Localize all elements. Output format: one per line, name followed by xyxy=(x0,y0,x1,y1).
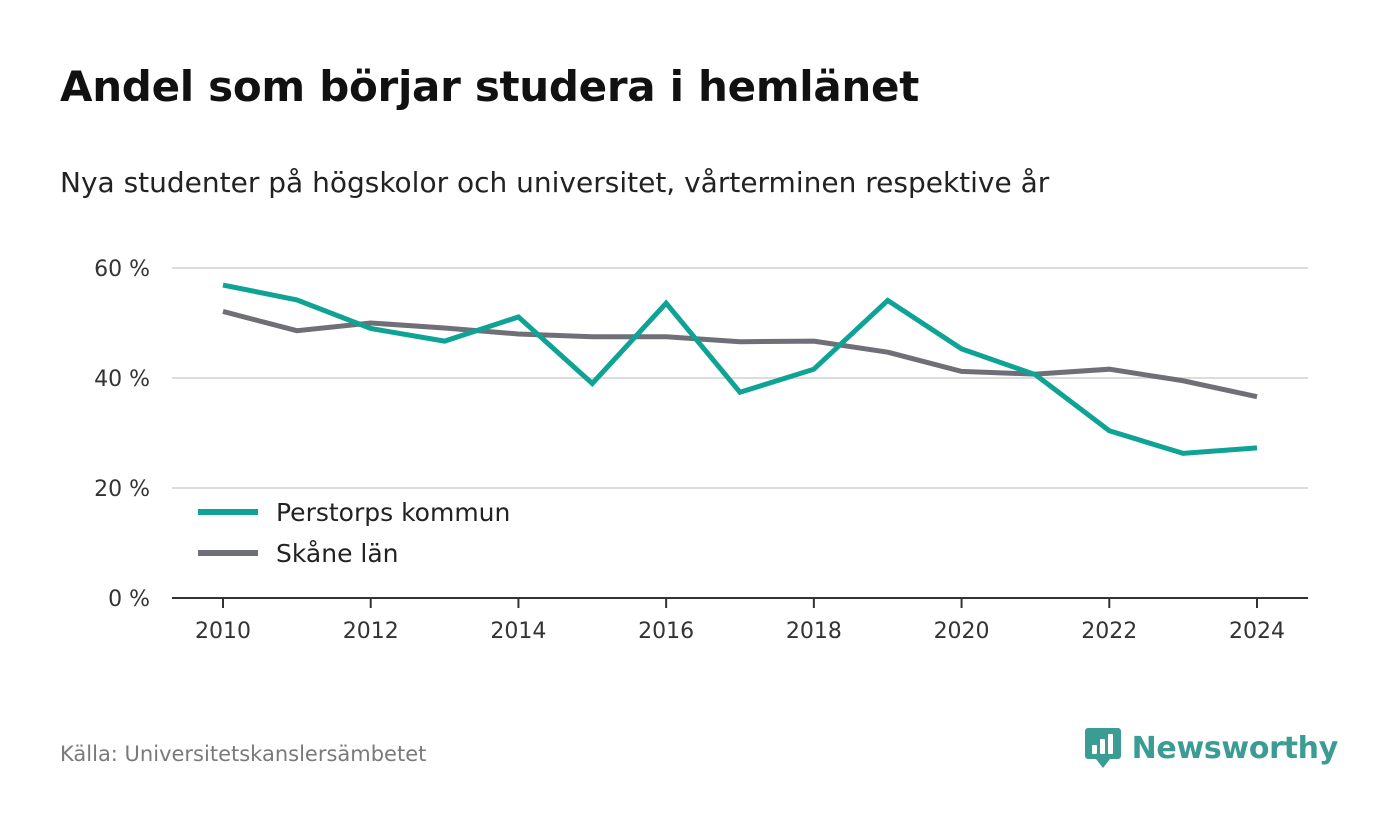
x-tick-label: 2022 xyxy=(1081,619,1137,644)
x-tick-label: 2012 xyxy=(343,619,399,644)
brand-name: Newsworthy xyxy=(1131,730,1339,766)
y-tick-label: 40 % xyxy=(94,367,150,392)
x-tick-label: 2014 xyxy=(490,619,546,644)
series-lines xyxy=(222,282,1258,456)
x-tick-label: 2010 xyxy=(195,619,251,644)
page-subtitle: Nya studenter på högskolor och universit… xyxy=(60,166,1050,199)
legend-label: Skåne län xyxy=(276,539,399,568)
newsworthy-logo-icon xyxy=(1084,728,1121,768)
grid-lines xyxy=(172,267,1308,489)
series-line-perstorps-kommun xyxy=(222,282,1258,456)
x-tick-label: 2020 xyxy=(934,619,990,644)
y-tick-label: 60 % xyxy=(94,257,150,282)
y-tick-label: 0 % xyxy=(108,587,150,612)
x-tick-label: 2018 xyxy=(786,619,842,644)
series-line-skåne-län xyxy=(222,309,1258,400)
x-tick-label: 2016 xyxy=(638,619,694,644)
y-tick-label: 20 % xyxy=(94,477,150,502)
legend: Perstorps kommun Skåne län xyxy=(198,498,510,568)
x-tick-label: 2024 xyxy=(1229,619,1285,644)
legend-label: Perstorps kommun xyxy=(276,498,510,527)
page-title: Andel som börjar studera i hemlänet xyxy=(60,62,919,111)
x-axis: 2010 2012 2014 2016 2018 2020 2022 2024 xyxy=(172,597,1308,644)
brand-logo: Newsworthy xyxy=(1084,726,1338,770)
source-note: Källa: Universitetskanslersämbetet xyxy=(60,742,427,766)
y-axis-tick-labels: 0 % 20 % 40 % 60 % xyxy=(94,257,150,612)
